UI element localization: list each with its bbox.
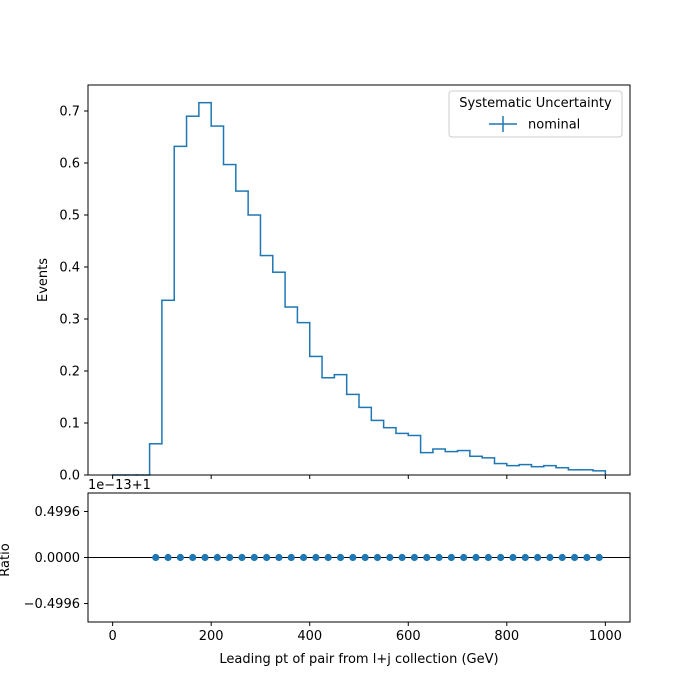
ratio-y-tick-label: 0.0000 — [35, 551, 81, 566]
ratio-x-tick-label: 600 — [396, 629, 421, 644]
ratio-point — [558, 553, 566, 562]
main-series-layer — [111, 101, 607, 476]
ratio-point — [287, 553, 295, 562]
legend: Systematic Uncertainty nominal — [448, 90, 623, 138]
legend-box — [448, 90, 623, 138]
main-y-tick-label: 0.0 — [59, 469, 80, 484]
ratio-y-ticks: −0.4996 0.0000 0.4996 — [24, 505, 88, 612]
ratio-point — [595, 553, 603, 562]
main-y-tick-label: 0.4 — [59, 261, 80, 276]
main-y-tick-label: 0.3 — [59, 313, 80, 328]
ratio-point — [521, 553, 529, 562]
ratio-point — [152, 553, 160, 562]
ratio-point — [460, 553, 468, 562]
main-y-axis-label: Events — [36, 258, 51, 302]
main-y-ticks: 0.0 0.1 0.2 0.3 0.4 0.5 0.6 0.7 — [59, 105, 88, 484]
ratio-point — [324, 553, 332, 562]
ratio-x-tick-label: 0 — [108, 629, 116, 644]
ratio-point — [509, 553, 517, 562]
ratio-point — [336, 553, 345, 562]
ratio-point — [410, 553, 419, 562]
main-y-tick-label: 0.6 — [59, 157, 80, 172]
ratio-x-tick-label: 1000 — [589, 629, 622, 644]
ratio-panel: 0 200 400 600 800 1000 −0.4996 0.0000 0.4996 1e… — [0, 478, 631, 667]
ratio-point — [435, 553, 443, 562]
main-y-tick-label: 0.2 — [59, 365, 80, 380]
ratio-point — [275, 553, 283, 562]
ratio-point — [472, 553, 480, 562]
ratio-point — [546, 553, 554, 562]
ratio-offset-text: 1e−13+1 — [88, 478, 151, 493]
ratio-y-tick-label: −0.4996 — [24, 597, 80, 612]
ratio-point — [263, 553, 271, 562]
ratio-x-tick-label: 200 — [199, 629, 224, 644]
legend-title: Systematic Uncertainty — [459, 96, 612, 111]
ratio-series-layer — [152, 553, 603, 562]
ratio-point — [213, 553, 221, 562]
main-y-tick-label: 0.5 — [59, 209, 80, 224]
ratio-y-tick-label: 0.4996 — [35, 505, 81, 520]
ratio-point — [570, 553, 579, 562]
ratio-point — [238, 553, 246, 562]
ratio-point — [201, 553, 209, 562]
ratio-point — [250, 553, 258, 562]
ratio-point — [189, 553, 197, 562]
ratio-point — [447, 553, 455, 562]
ratio-point — [176, 553, 184, 562]
ratio-point — [386, 553, 394, 562]
main-plot-frame — [87, 84, 631, 476]
main-x-ticks — [112, 475, 606, 479]
ratio-point — [226, 553, 234, 562]
main-histogram-panel: 0.0 0.1 0.2 0.3 0.4 0.5 0.6 0.7 Events Systemat… — [36, 84, 631, 484]
ratio-point — [349, 553, 357, 562]
main-plot-area — [88, 85, 630, 475]
ratio-point — [398, 553, 406, 562]
ratio-x-axis-label: Leading pt of pair from l+j collection (… — [219, 652, 498, 667]
ratio-plot-frame — [87, 492, 631, 623]
ratio-x-ticks: 0 200 400 600 800 1000 — [108, 622, 622, 644]
ratio-point — [361, 553, 369, 562]
ratio-point — [534, 553, 542, 562]
ratio-y-axis-label: Ratio — [0, 543, 13, 576]
ratio-point — [497, 553, 505, 562]
ratio-point — [312, 553, 320, 562]
main-y-tick-label: 0.7 — [59, 105, 80, 120]
ratio-point — [484, 553, 492, 562]
ratio-point — [373, 553, 382, 562]
main-y-tick-label: 0.1 — [59, 417, 80, 432]
ratio-x-tick-label: 400 — [297, 629, 322, 644]
ratio-point — [583, 553, 591, 562]
legend-entry-label: nominal — [528, 118, 580, 133]
ratio-point — [423, 553, 431, 562]
ratio-point — [299, 553, 308, 562]
ratio-x-tick-label: 800 — [494, 629, 519, 644]
ratio-point — [164, 553, 172, 562]
